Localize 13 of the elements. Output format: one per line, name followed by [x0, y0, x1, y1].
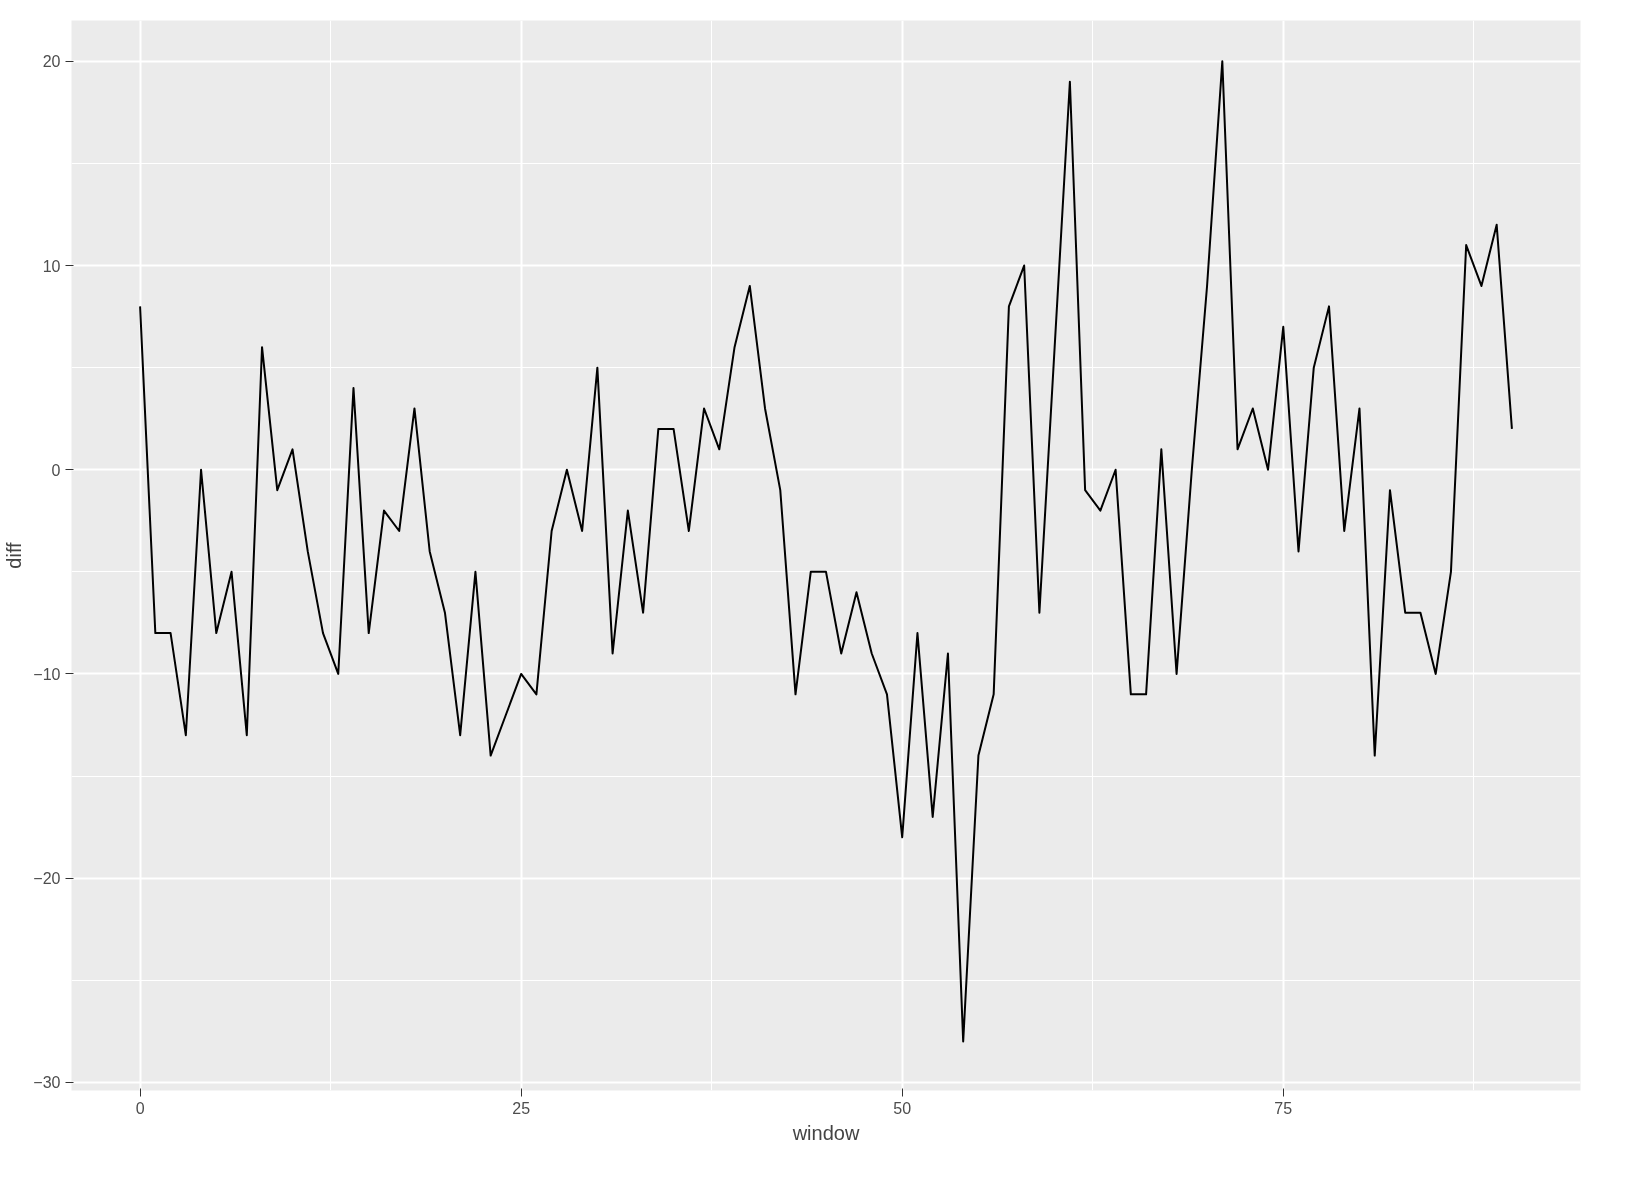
y-tick-label: −30: [33, 1074, 61, 1092]
x-tick-label: 75: [1274, 1099, 1293, 1117]
line-series: [139, 60, 1513, 1043]
x-tick-label: 25: [512, 1099, 531, 1117]
y-tick-label: 10: [42, 257, 61, 275]
y-tick-label: −20: [33, 870, 61, 888]
y-tick-label: 20: [42, 53, 61, 71]
x-axis-title: window: [791, 1121, 860, 1144]
x-tick-label: 50: [893, 1099, 912, 1117]
y-axis-title: diff: [3, 541, 26, 569]
y-tick-label: −10: [33, 665, 61, 683]
x-tick-label: 0: [135, 1099, 145, 1117]
y-tick-label: 0: [51, 461, 61, 479]
